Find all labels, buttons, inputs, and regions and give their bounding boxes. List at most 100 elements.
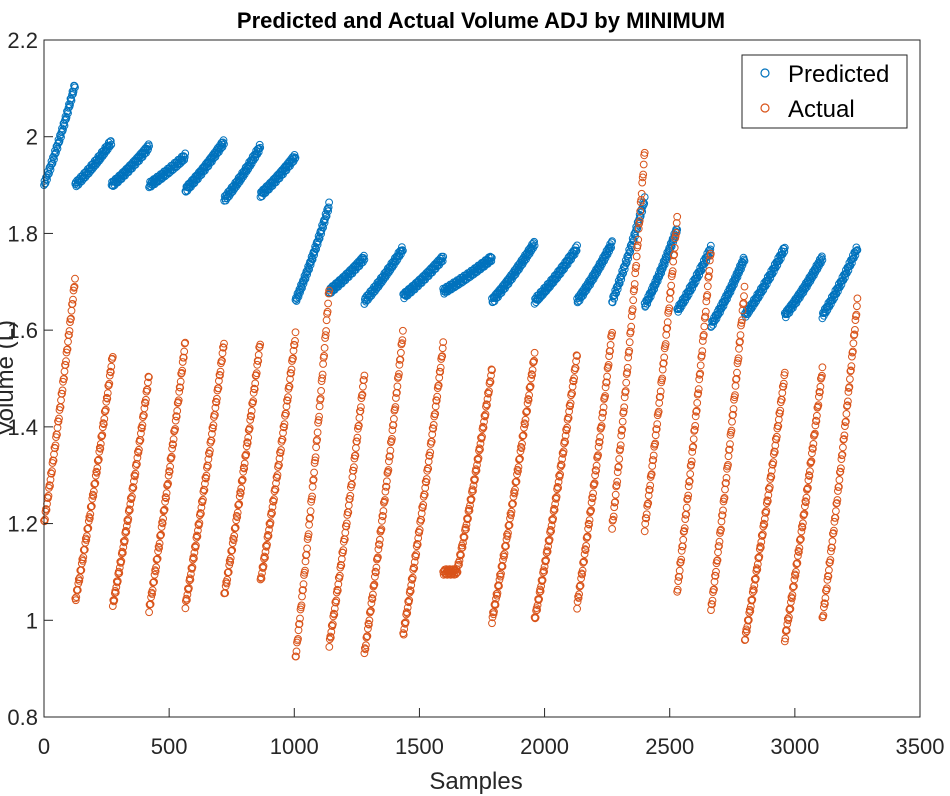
data-point (780, 247, 789, 256)
data-point (779, 245, 788, 253)
data-point (467, 495, 476, 504)
data-point (229, 536, 238, 544)
data-point (431, 402, 440, 411)
data-point (246, 416, 255, 424)
data-point (670, 243, 679, 252)
data-point (543, 547, 552, 556)
data-point (642, 510, 651, 519)
data-point (584, 524, 592, 533)
data-point (422, 478, 431, 487)
data-point (762, 507, 771, 515)
data-point (239, 467, 248, 476)
data-point (729, 405, 738, 413)
data-point (640, 527, 649, 536)
data-point (851, 251, 860, 260)
data-point (255, 145, 264, 153)
data-point (287, 365, 296, 374)
data-point (286, 375, 294, 384)
data-point (841, 422, 849, 431)
data-point (633, 241, 642, 250)
data-point (563, 423, 571, 432)
x-tick-label: 0 (38, 734, 50, 759)
data-point (488, 613, 497, 622)
data-point (606, 347, 614, 356)
data-point (706, 241, 715, 250)
data-point (708, 600, 716, 609)
data-point (811, 421, 820, 430)
data-point (390, 415, 398, 423)
data-point (276, 449, 285, 457)
data-point (332, 596, 341, 605)
data-point (243, 439, 252, 447)
data-point (291, 328, 300, 337)
data-point (672, 219, 681, 227)
data-point (622, 378, 631, 387)
data-point (691, 412, 700, 421)
data-point (714, 548, 722, 557)
data-point (791, 571, 800, 580)
data-point (668, 267, 677, 276)
data-point (392, 394, 400, 402)
data-point (687, 457, 696, 466)
data-point (298, 284, 306, 292)
data-point (790, 575, 799, 584)
data-point (395, 360, 404, 369)
data-point (841, 273, 849, 282)
data-point (610, 294, 619, 303)
data-point (572, 246, 581, 255)
data-point (713, 556, 722, 565)
data-point (220, 339, 228, 348)
data-point (794, 552, 802, 560)
data-point (144, 145, 153, 154)
data-point (322, 327, 331, 335)
data-point (82, 536, 91, 544)
data-point (740, 257, 749, 265)
data-point (570, 374, 578, 383)
data-point (168, 444, 177, 453)
data-point (454, 561, 462, 570)
data-point (521, 420, 529, 429)
data-point (120, 536, 129, 545)
data-point (776, 406, 785, 415)
data-point (807, 457, 816, 466)
data-point (731, 391, 739, 400)
data-point (644, 491, 653, 500)
data-point (377, 525, 386, 534)
data-point (433, 392, 442, 401)
data-point (405, 596, 414, 605)
data-point (643, 300, 652, 308)
data-point (69, 295, 77, 304)
data-point (615, 455, 624, 463)
data-point (261, 548, 270, 556)
data-point (656, 387, 665, 396)
data-point (240, 464, 249, 473)
data-point (304, 530, 313, 539)
data-point (663, 318, 672, 327)
data-point (372, 568, 380, 577)
data-point (648, 287, 657, 296)
data-point (365, 616, 374, 625)
data-point (804, 484, 812, 492)
data-point (556, 470, 564, 479)
data-point (565, 407, 573, 416)
data-point (487, 371, 495, 380)
data-point (60, 374, 68, 383)
data-point (367, 606, 375, 615)
data-point (388, 426, 397, 435)
data-point (551, 500, 559, 509)
data-point (294, 635, 302, 643)
data-point (157, 530, 166, 539)
data-point (583, 532, 592, 541)
data-point (308, 492, 317, 501)
data-point (297, 601, 306, 610)
data-point (63, 345, 72, 354)
data-point (357, 403, 365, 412)
data-point (700, 322, 709, 331)
data-point (167, 452, 176, 461)
data-point (809, 445, 817, 453)
data-point (455, 560, 463, 569)
data-point (753, 565, 762, 574)
data-point (113, 577, 122, 585)
data-point (107, 140, 116, 149)
